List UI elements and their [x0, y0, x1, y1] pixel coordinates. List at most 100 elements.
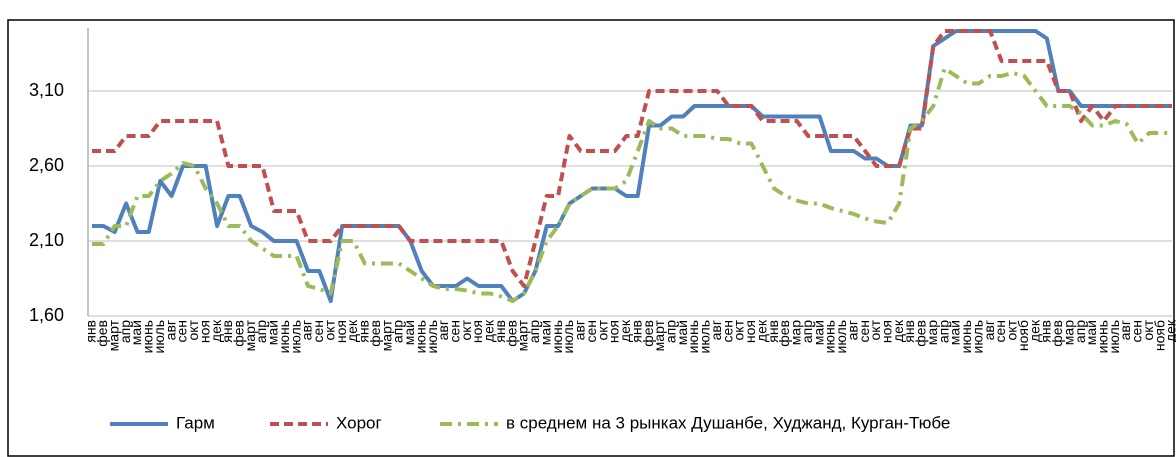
x-tick-label: дек	[1026, 319, 1042, 342]
x-tick-label: март	[242, 319, 258, 351]
x-tick-label: сен	[583, 320, 599, 343]
x-tick-label: май	[128, 320, 144, 345]
x-tick-label: авг	[299, 320, 315, 340]
x-tick-label: июль	[560, 320, 576, 353]
x-tick-label: июнь	[549, 320, 565, 353]
x-tick-label: ноя	[606, 320, 622, 343]
x-tick-label: янв	[765, 320, 781, 343]
x-tick-label: янв	[492, 320, 508, 343]
x-tick-label: апр	[253, 320, 269, 343]
x-tick-label: дек	[617, 319, 633, 342]
x-tick-label: май	[537, 320, 553, 345]
x-tick-label: авг	[572, 320, 588, 340]
x-tick-label: май	[947, 320, 963, 345]
x-tick-label: янв	[356, 320, 372, 343]
x-tick-label: дек	[753, 319, 769, 342]
x-tick-label: июнь	[685, 320, 701, 353]
x-tick-label: сен	[856, 320, 872, 343]
x-tick-label: окт	[867, 319, 883, 340]
x-tick-label: авг	[162, 320, 178, 340]
x-tick-label: авг	[981, 320, 997, 340]
x-tick-label: мар	[788, 320, 804, 345]
x-tick-label: ноя	[742, 320, 758, 343]
x-tick-label: март	[105, 319, 121, 351]
x-tick-label: окт	[1140, 319, 1156, 340]
x-tick-label: июль	[287, 320, 303, 353]
y-tick-label: 2,60	[29, 155, 64, 175]
legend-label: Гарм	[176, 413, 215, 432]
x-tick-label: июль	[424, 320, 440, 353]
x-tick-label: сен	[719, 320, 735, 343]
x-tick-label: фев	[1049, 320, 1065, 347]
chart-frame	[7, 19, 1175, 457]
x-tick-label: июнь	[958, 320, 974, 353]
y-tick-label: 1,60	[29, 305, 64, 325]
legend-label: Хорог	[336, 413, 382, 432]
x-tick-label: апр	[662, 320, 678, 343]
x-tick-label: июнь	[822, 320, 838, 353]
x-tick-label: июнь	[276, 320, 292, 353]
x-tick-label: дек	[208, 319, 224, 342]
x-tick-label: окт	[185, 319, 201, 340]
x-tick-label: янв	[83, 320, 99, 343]
x-tick-label: май	[401, 320, 417, 345]
x-tick-label: март	[651, 319, 667, 351]
x-tick-label: дек	[344, 319, 360, 342]
x-tick-label: сен	[446, 320, 462, 343]
x-tick-label: мар	[1060, 320, 1076, 345]
x-tick-label: ноя	[333, 320, 349, 343]
x-tick-label: март	[515, 319, 531, 351]
x-tick-label: фев	[367, 320, 383, 347]
x-tick-label: июль	[697, 320, 713, 353]
x-tick-label: сен	[1129, 320, 1145, 343]
y-tick-label: 3,10	[29, 80, 64, 100]
x-tick-label: сен	[992, 320, 1008, 343]
x-tick-label: окт	[594, 319, 610, 340]
x-tick-label: авг	[708, 320, 724, 340]
x-tick-label: ноя	[469, 320, 485, 343]
x-tick-label: май	[265, 320, 281, 345]
x-tick-label: окт	[1004, 319, 1020, 340]
x-tick-label: март	[378, 319, 394, 351]
x-tick-label: сен	[310, 320, 326, 343]
x-tick-label: мар	[924, 320, 940, 345]
x-tick-label: фев	[230, 320, 246, 347]
x-tick-label: ноя	[878, 320, 894, 343]
x-tick-label: нояб	[1015, 320, 1031, 351]
x-tick-label: июль	[1106, 320, 1122, 353]
x-tick-label: окт	[458, 319, 474, 340]
x-tick-label: янв	[901, 320, 917, 343]
x-tick-label: июль	[969, 320, 985, 353]
x-tick-label: фев	[503, 320, 519, 347]
x-tick-label: фев	[913, 320, 929, 347]
y-tick-label: 2,10	[29, 230, 64, 250]
x-tick-label: янв	[628, 320, 644, 343]
x-tick-label: окт	[321, 319, 337, 340]
x-tick-label: июль	[151, 320, 167, 353]
series-line	[92, 29, 1172, 288]
x-tick-label: апр	[117, 320, 133, 343]
x-tick-label: фев	[94, 320, 110, 347]
x-tick-label: фев	[640, 320, 656, 347]
x-tick-label: апр	[935, 320, 951, 343]
x-tick-label: май	[1083, 320, 1099, 345]
x-tick-label: дек	[481, 319, 497, 342]
legend-label: в среднем на 3 рынках Душанбе, Худжанд, …	[506, 413, 950, 432]
x-tick-label: сен	[174, 320, 190, 343]
x-tick-label: дек	[1163, 319, 1176, 342]
x-tick-label: авг	[1117, 320, 1133, 340]
x-tick-label: нояб	[1151, 320, 1167, 351]
x-tick-label: апр	[1072, 320, 1088, 343]
x-tick-label: авг	[844, 320, 860, 340]
x-tick-label: окт	[731, 319, 747, 340]
x-tick-label: июнь	[140, 320, 156, 353]
x-tick-label: авг	[435, 320, 451, 340]
x-tick-label: апр	[390, 320, 406, 343]
x-tick-label: июнь	[412, 320, 428, 353]
x-tick-label: янв	[1038, 320, 1054, 343]
x-tick-label: май	[810, 320, 826, 345]
x-tick-label: ноя	[196, 320, 212, 343]
x-tick-label: дек	[890, 319, 906, 342]
x-tick-label: янв	[219, 320, 235, 343]
